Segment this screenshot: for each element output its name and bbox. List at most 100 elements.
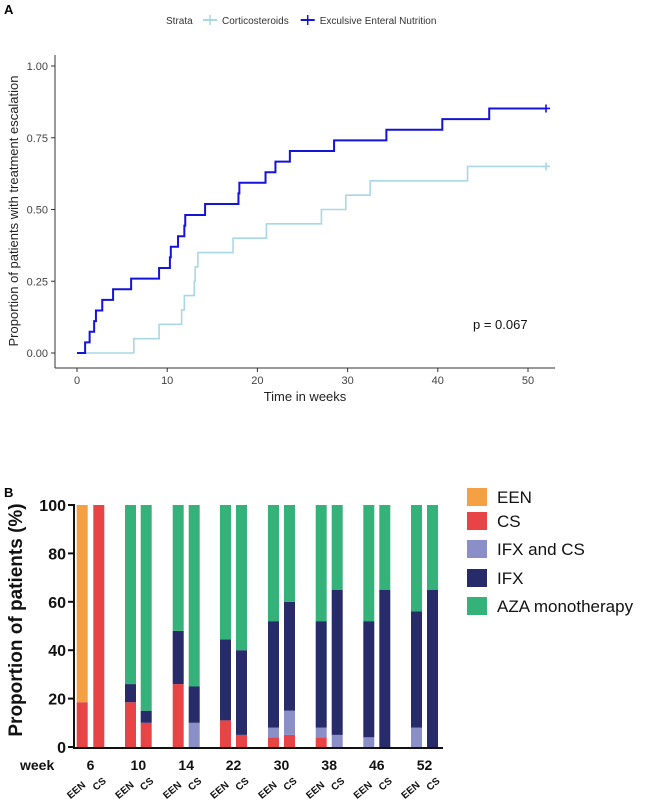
x-tick-label: 40 bbox=[432, 375, 444, 387]
week-tick-label: 30 bbox=[274, 757, 290, 773]
legend-label: AZA monotherapy bbox=[497, 597, 634, 616]
y-axis-label: Proportion of patients (%) bbox=[6, 503, 27, 736]
bar-segment-cs bbox=[236, 734, 247, 747]
km-curve-een bbox=[77, 107, 547, 354]
bar-segment-cs bbox=[172, 684, 184, 747]
bar-segment-cs bbox=[284, 734, 295, 747]
legend-swatch bbox=[467, 540, 487, 558]
week-tick-label: 22 bbox=[226, 757, 242, 773]
legend-label: Corticosteroids bbox=[222, 16, 289, 27]
group-label-een: EEN bbox=[65, 780, 88, 802]
group-label-een: EEN bbox=[304, 780, 327, 802]
y-tick-label: 100 bbox=[39, 498, 66, 515]
y-tick-label: 20 bbox=[48, 692, 66, 709]
bar-segment-ifx bbox=[379, 589, 391, 747]
legend-label: IFX bbox=[497, 569, 523, 588]
x-axis-label: Time in weeks bbox=[264, 389, 347, 404]
bar-segment-cs bbox=[93, 505, 105, 747]
bar-segment-aza-monotherapy bbox=[125, 505, 136, 685]
y-tick-label: 0.25 bbox=[27, 276, 48, 288]
censor-mark bbox=[542, 162, 551, 171]
km-plot: Strata Corticosteroids Exculsive Enteral N… bbox=[6, 15, 555, 404]
bar-segment-ifx-and-cs bbox=[363, 737, 375, 747]
legend-label: Exculsive Enteral Nutrition bbox=[320, 16, 437, 27]
bar-segment-ifx-and-cs bbox=[188, 722, 200, 747]
y-tick-label: 0.50 bbox=[27, 205, 48, 217]
week-tick-label: 52 bbox=[417, 757, 433, 773]
censor-mark bbox=[542, 104, 551, 113]
week-tick-label: 6 bbox=[87, 757, 95, 773]
bar-segment-ifx bbox=[315, 621, 327, 728]
bar-segment-ifx bbox=[140, 710, 152, 723]
bar-segment-ifx bbox=[284, 601, 295, 711]
group-label-een: EEN bbox=[209, 780, 232, 802]
group-label-een: EEN bbox=[257, 780, 280, 802]
week-tick-label: 38 bbox=[321, 757, 337, 773]
bar-segment-ifx bbox=[331, 589, 343, 735]
group-label-cs: CS bbox=[329, 776, 347, 794]
bar-segment-aza-monotherapy bbox=[379, 505, 391, 590]
km-curve-corticosteroids bbox=[77, 165, 547, 354]
week-tick-label: 10 bbox=[131, 757, 147, 773]
x-tick-label: 0 bbox=[74, 375, 80, 387]
panel-label-b: B bbox=[4, 485, 13, 500]
group-label-cs: CS bbox=[91, 776, 109, 794]
bar-segment-cs bbox=[220, 720, 231, 747]
bar-segment-aza-monotherapy bbox=[236, 505, 247, 651]
y-tick-label: 0.00 bbox=[27, 348, 48, 360]
legend-swatch bbox=[467, 597, 487, 615]
bar-segment-cs bbox=[76, 702, 88, 747]
stacked-bar-chart: 0 20 40 60 80 100 Proportion of patients (%) we… bbox=[6, 488, 634, 802]
bar-segment-ifx bbox=[363, 621, 375, 738]
y-tick-label: 80 bbox=[48, 546, 66, 563]
bar-segment-aza-monotherapy bbox=[140, 505, 152, 711]
x-tick-label: 50 bbox=[522, 375, 534, 387]
bar-segment-ifx bbox=[411, 611, 422, 728]
bar-segment-ifx bbox=[172, 630, 184, 685]
bar-segment-cs bbox=[315, 737, 327, 747]
group-label-een: EEN bbox=[114, 780, 137, 802]
x-tick-label: 20 bbox=[251, 375, 263, 387]
bar-segment-ifx-and-cs bbox=[315, 727, 327, 738]
bar-segment-cs bbox=[268, 737, 279, 747]
group-label-cs: CS bbox=[377, 776, 395, 794]
p-value-annotation: p = 0.067 bbox=[473, 317, 528, 332]
group-label-een: EEN bbox=[352, 780, 375, 802]
bar-segment-ifx bbox=[188, 686, 200, 723]
bar-segment-ifx bbox=[220, 639, 231, 721]
bar-segment-ifx-and-cs bbox=[331, 734, 343, 747]
bar-segment-aza-monotherapy bbox=[188, 505, 200, 687]
bar-segment-aza-monotherapy bbox=[172, 505, 184, 631]
legend-swatch bbox=[467, 488, 487, 506]
bar-segment-aza-monotherapy bbox=[268, 505, 279, 622]
bar-segment-cs bbox=[140, 722, 152, 747]
y-tick-label: 60 bbox=[48, 595, 66, 612]
x-tick-label: 30 bbox=[341, 375, 353, 387]
y-tick-label: 40 bbox=[48, 643, 66, 660]
legend-swatch bbox=[467, 569, 487, 587]
bar-segment-ifx bbox=[268, 621, 279, 728]
bar-segment-ifx-and-cs bbox=[284, 710, 295, 735]
bar-segment-aza-monotherapy bbox=[220, 505, 231, 640]
legend-label: IFX and CS bbox=[497, 540, 585, 559]
week-label: week bbox=[19, 757, 54, 773]
bar-segment-ifx-and-cs bbox=[268, 727, 279, 738]
group-label-een: EEN bbox=[161, 780, 184, 802]
bar-segment-aza-monotherapy bbox=[284, 505, 295, 602]
y-tick-label: 0.75 bbox=[27, 133, 48, 145]
legend-swatch bbox=[467, 512, 487, 530]
week-tick-label: 14 bbox=[178, 757, 194, 773]
bar-segment-ifx-and-cs bbox=[411, 727, 422, 747]
group-label-cs: CS bbox=[186, 776, 204, 794]
y-tick-label: 1.00 bbox=[27, 61, 48, 73]
bar-segment-aza-monotherapy bbox=[363, 505, 375, 622]
bar-segment-ifx bbox=[427, 589, 438, 747]
x-tick-label: 10 bbox=[161, 375, 173, 387]
group-label-een: EEN bbox=[400, 780, 423, 802]
bar-segment-ifx bbox=[236, 650, 247, 735]
panel-label-a: A bbox=[4, 2, 14, 17]
bar-segment-een bbox=[76, 505, 88, 703]
legend-title: Strata bbox=[166, 16, 193, 27]
group-label-cs: CS bbox=[234, 776, 252, 794]
